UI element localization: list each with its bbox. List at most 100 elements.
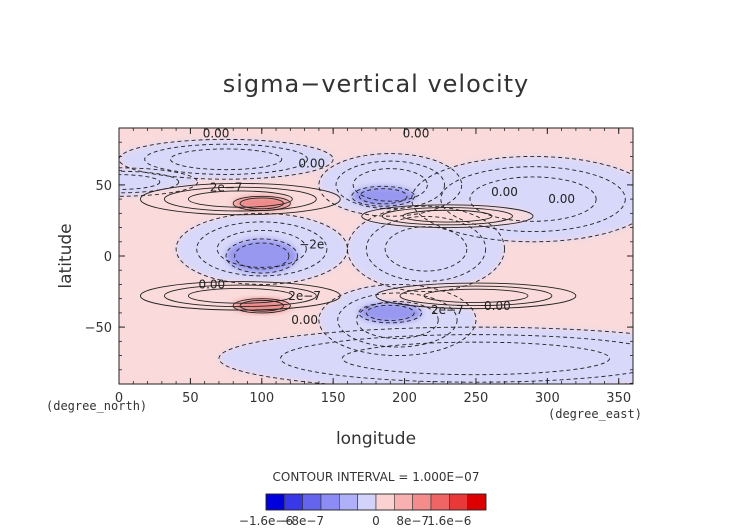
contour-ring-6-0 <box>318 283 477 357</box>
contour-ring-3-0 <box>411 156 633 243</box>
contour-ring-3-2 <box>469 176 597 222</box>
contour-ring-11-2 <box>423 288 529 303</box>
contour-ring-1-2 <box>169 148 283 171</box>
contour-ring-7-0 <box>218 326 633 384</box>
colorbar-tick-label-0: −1.6e−6 <box>239 514 293 528</box>
contour-ring-8-0 <box>139 183 341 216</box>
contour-ring-5-2 <box>384 226 468 272</box>
chart-title: sigma−vertical velocity <box>223 70 530 98</box>
contour-ring-11-0 <box>375 282 577 310</box>
contour-label-3: 2e−7 <box>210 181 243 195</box>
contour-ring-1-1 <box>144 143 308 175</box>
x-tick-label-5: 250 <box>464 391 489 406</box>
contour-ring-15-1 <box>358 188 408 205</box>
region-strong-negative-15 <box>351 186 415 207</box>
contour-ring-10-2 <box>187 287 293 304</box>
x-tick-label-2: 100 <box>249 391 274 406</box>
contour-ring-12-0 <box>232 195 291 211</box>
contour-label-8: 2e−7 <box>288 289 321 303</box>
contour-labels: 0.00 0.00 0.00 2e−7 0.00 0.00 −2e 0.00 2e−7 2e−7 0… <box>198 127 575 327</box>
colorbar-swatch-6 <box>375 493 395 511</box>
contour-ring-8-1 <box>163 186 317 212</box>
colorbar-swatch-4 <box>339 493 358 511</box>
x-tick-label-0: 0 <box>115 391 123 406</box>
contour-ring-11-1 <box>399 285 553 307</box>
contour-ring-4-2 <box>216 229 307 268</box>
contour-ring-8-2 <box>187 190 293 208</box>
y-axis-label: latitude <box>56 223 76 288</box>
plot-area: 0.00 0.00 0.00 2e−7 0.00 0.00 −2e 0.00 2e−7 2e−7 0… <box>119 127 633 384</box>
contour-lines <box>119 138 633 384</box>
contour-ring-13-0 <box>232 298 291 314</box>
contour-ring-9-0 <box>361 204 534 229</box>
contour-ring-4-1 <box>196 221 328 277</box>
colorbar-swatch-10 <box>449 493 468 511</box>
contour-label-7: 0.00 <box>198 277 225 291</box>
colorbar-swatch-7 <box>394 493 413 511</box>
contour-label-10: 0.00 <box>484 299 511 313</box>
contour-label-9: 2e−7 <box>431 303 464 317</box>
x-tick-label-7: 350 <box>606 391 631 406</box>
contour-label-6: −2e <box>299 238 324 252</box>
contour-label-5: 0.00 <box>548 192 575 206</box>
contour-label-0: 0.00 <box>203 127 230 141</box>
contour-ring-9-2 <box>402 209 493 223</box>
x-unit-label: (degree_east) <box>548 407 642 421</box>
colorbar-swatch-8 <box>412 493 432 511</box>
region-positive-11 <box>376 283 576 309</box>
contour-label-2: 0.00 <box>298 157 325 171</box>
colorbar-swatch-5 <box>357 493 377 511</box>
contour-ring-1-0 <box>119 138 334 180</box>
x-tick-label-3: 150 <box>321 391 346 406</box>
region-strong-negative-14 <box>226 238 298 274</box>
contour-ring-6-1 <box>337 292 458 348</box>
contour-ring-13-1 <box>239 299 284 312</box>
colorbar-swatch-1 <box>284 493 303 511</box>
contour-ring-12-1 <box>239 197 284 210</box>
region-negative-1 <box>119 139 334 180</box>
colorbar-tick-label-1: −8e−7 <box>281 514 324 528</box>
contour-ring-14-0 <box>225 238 298 274</box>
contour-ring-14-1 <box>234 242 290 270</box>
region-positive-10 <box>140 281 341 311</box>
y-tick-label-2: −50 <box>85 321 112 336</box>
x-tick-label-4: 200 <box>392 391 417 406</box>
y-axis-ticks: 50 0 −50 <box>85 141 633 371</box>
region-positive-9 <box>361 204 534 228</box>
contour-label-11: 0.00 <box>291 313 318 327</box>
y-unit-label: (degree_north) <box>46 399 147 413</box>
colorbar-swatch-0 <box>265 493 285 511</box>
contour-ring-2-2 <box>352 168 428 202</box>
colorbar-swatch-2 <box>302 493 322 511</box>
region-strong-negative-16 <box>358 302 422 323</box>
contour-ring-3-1 <box>440 166 626 232</box>
colorbar-tick-labels: −1.6e−6−8e−7 0 8e−71.6e−6 <box>239 514 472 528</box>
x-axis-ticks: 0 50 100 150 200 250 300 350 <box>115 128 634 406</box>
colorbar-tick-label-4: 1.6e−6 <box>427 514 471 528</box>
contour-ring-4-0 <box>175 212 348 285</box>
y-tick-label-1: 0 <box>104 250 112 265</box>
x-tick-label-1: 50 <box>182 391 199 406</box>
contour-ring-16-1 <box>365 304 415 321</box>
x-tick-label-6: 300 <box>535 391 560 406</box>
contour-ring-5-1 <box>365 216 487 282</box>
colorbar <box>265 493 487 511</box>
colorbar-swatch-9 <box>430 493 450 511</box>
contour-label-4: 0.00 <box>491 185 518 199</box>
contour-ring-2-0 <box>318 153 463 217</box>
contour-ring-7-2 <box>341 341 611 376</box>
contour-ring-15-0 <box>351 185 416 207</box>
y-tick-label-0: 50 <box>95 179 112 194</box>
colorbar-swatch-11 <box>467 493 487 511</box>
contour-ring-9-1 <box>381 207 513 226</box>
contour-ring-5-0 <box>346 205 505 293</box>
colorbar-swatch-3 <box>320 493 340 511</box>
colorbar-tick-label-2: 0 <box>372 514 380 528</box>
x-axis-label: longitude <box>336 429 416 449</box>
contour-interval-text: CONTOUR INTERVAL = 1.000E−07 <box>273 470 480 484</box>
contour-label-1: 0.00 <box>403 127 430 141</box>
colorbar-frame <box>265 493 487 511</box>
contour-ring-2-1 <box>335 160 445 210</box>
contour-ring-16-0 <box>358 302 423 324</box>
